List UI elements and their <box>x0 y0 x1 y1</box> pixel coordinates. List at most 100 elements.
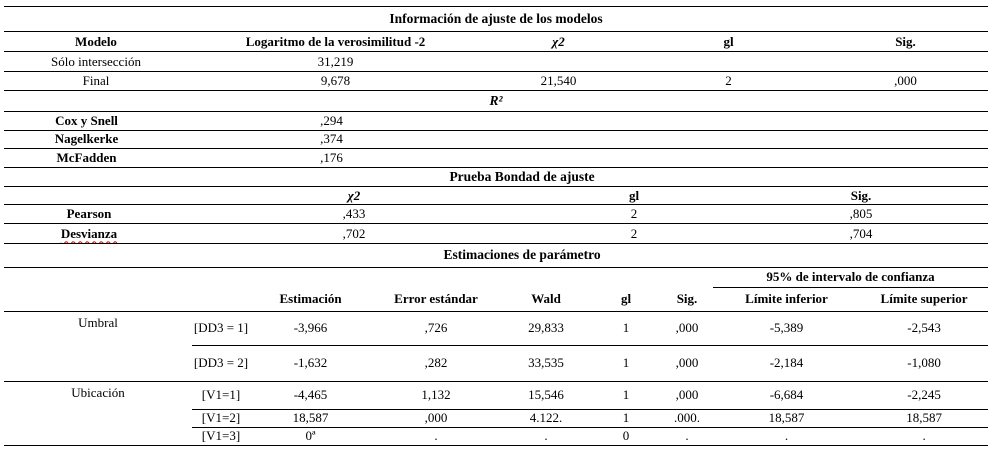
column-header: Estimación <box>250 287 371 312</box>
cell: ,000 <box>371 409 501 428</box>
goodness-of-fit-table: Prueba Bondad de ajuste χ2 gl Sig. Pears… <box>4 167 989 244</box>
cell: ,176 <box>169 148 494 168</box>
cell: -2,245 <box>860 381 989 410</box>
cell: ,704 <box>734 223 989 244</box>
param-label: [V1=2] <box>192 409 250 428</box>
cell: 1 <box>591 409 661 428</box>
column-header: gl <box>591 287 661 312</box>
section-title: Prueba Bondad de ajuste <box>4 167 989 187</box>
misspelled-word: Desvianza <box>60 225 118 241</box>
cell: -3,966 <box>250 311 371 346</box>
cell: 18,587 <box>250 409 371 428</box>
cell: 1 <box>591 345 661 382</box>
cell-empty <box>494 148 989 168</box>
cell: 29,833 <box>501 311 591 346</box>
cell: -5,389 <box>713 311 860 346</box>
cell: 18,587 <box>713 409 860 428</box>
model-fit-table: Información de ajuste de los modelos Mod… <box>4 6 989 91</box>
cell: ,702 <box>174 223 534 244</box>
cell: ,282 <box>371 345 501 382</box>
column-header: gl <box>534 186 734 205</box>
param-label: [DD3 = 1] <box>192 311 250 346</box>
cell: ,000 <box>823 71 989 91</box>
table-row: McFadden ,176 <box>4 148 989 168</box>
cell-empty <box>4 287 192 312</box>
cell: . <box>371 427 501 446</box>
cell-empty <box>4 267 713 287</box>
row-label: Final <box>4 71 188 91</box>
cell: -2,184 <box>713 345 860 382</box>
table-row: Estimación Error estándar Wald gl Sig. L… <box>4 287 989 312</box>
r2-table: R² Cox y Snell ,294 Nagelkerke ,374 McFa… <box>4 91 989 168</box>
param-label: [DD3 = 2] <box>192 345 250 382</box>
cell: 0ª <box>250 427 371 446</box>
cell: 15,546 <box>501 381 591 410</box>
group-label: Umbral <box>4 311 192 382</box>
row-label: Cox y Snell <box>4 111 169 131</box>
column-header: Sig. <box>661 287 713 312</box>
table-row: [V1=3] 0ª . . 0 . . . <box>4 427 989 446</box>
parameter-estimates-table: Estimaciones de parámetro 95% de interva… <box>4 244 989 446</box>
table-row: [V1=2] 18,587 ,000 4.122. 1 .000. 18,587… <box>4 409 989 428</box>
cell: -1,632 <box>250 345 371 382</box>
cell: ,433 <box>174 204 534 224</box>
cell-empty <box>4 186 174 205</box>
cell: -4,465 <box>250 381 371 410</box>
table-row: Umbral [DD3 = 1] -3,966 ,726 29,833 1 ,0… <box>4 311 989 382</box>
cell: -2,543 <box>860 311 989 346</box>
column-header: Error estándar <box>371 287 501 312</box>
cell: 1 <box>591 311 661 346</box>
cell: . <box>860 427 989 446</box>
table-row: Estimaciones de parámetro <box>4 244 989 268</box>
cell-empty <box>483 51 634 72</box>
group-label: Ubicación <box>4 381 192 446</box>
cell: .000. <box>661 409 713 428</box>
cell: ,726 <box>371 311 501 346</box>
param-label: [V1=1] <box>192 381 250 410</box>
table-row: Modelo Logaritmo de la verosimilitud -2 … <box>4 31 989 52</box>
column-header-chi2: χ2 <box>483 31 634 52</box>
cell: 31,219 <box>188 51 483 72</box>
row-label: Desvianza <box>4 223 174 244</box>
table-row: Ubicación [V1=1] -4,465 1,132 15,546 1 ,… <box>4 381 989 446</box>
table-row: Nagelkerke ,374 <box>4 130 989 149</box>
cell: -1,080 <box>860 345 989 382</box>
column-header: Límite inferior <box>713 287 860 312</box>
cell: 1 <box>591 381 661 410</box>
table-row: Final 9,678 21,540 2 ,000 <box>4 71 989 91</box>
section-title: R² <box>4 91 989 112</box>
section-title: Estimaciones de parámetro <box>4 244 989 268</box>
cell: . <box>661 427 713 446</box>
table-row: Pearson ,433 2 ,805 <box>4 204 989 224</box>
cell: 18,587 <box>860 409 989 428</box>
cell: . <box>501 427 591 446</box>
table-row: R² <box>4 91 989 112</box>
cell-empty <box>634 51 823 72</box>
column-header: Logaritmo de la verosimilitud -2 <box>188 31 483 52</box>
cell: 2 <box>634 71 823 91</box>
column-header: Wald <box>501 287 591 312</box>
table-row: 95% de intervalo de confianza <box>4 267 989 288</box>
row-label: Sólo intersección <box>4 51 188 72</box>
table-row: Sólo intersección 31,219 <box>4 51 989 72</box>
param-label: [V1=3] <box>192 427 250 446</box>
table-row: Cox y Snell ,294 <box>4 111 989 131</box>
cell: 9,678 <box>188 71 483 91</box>
row-label: McFadden <box>4 148 169 168</box>
table-row: [DD3 = 2] -1,632 ,282 33,535 1 ,000 -2,1… <box>4 345 989 382</box>
cell-empty <box>192 287 250 312</box>
cell-empty <box>823 51 989 72</box>
table-row: Información de ajuste de los modelos <box>4 6 989 32</box>
cell: ,000 <box>661 345 713 382</box>
column-header: Modelo <box>4 31 188 52</box>
cell: ,374 <box>169 130 494 149</box>
table-row: Prueba Bondad de ajuste <box>4 167 989 187</box>
column-header: Sig. <box>823 31 989 52</box>
cell: 33,535 <box>501 345 591 382</box>
cell: . <box>713 427 860 446</box>
cell: -6,684 <box>713 381 860 410</box>
cell: 1,132 <box>371 381 501 410</box>
cell-empty <box>494 130 989 149</box>
column-header: Límite superior <box>860 287 989 312</box>
cell: ,000 <box>661 381 713 410</box>
